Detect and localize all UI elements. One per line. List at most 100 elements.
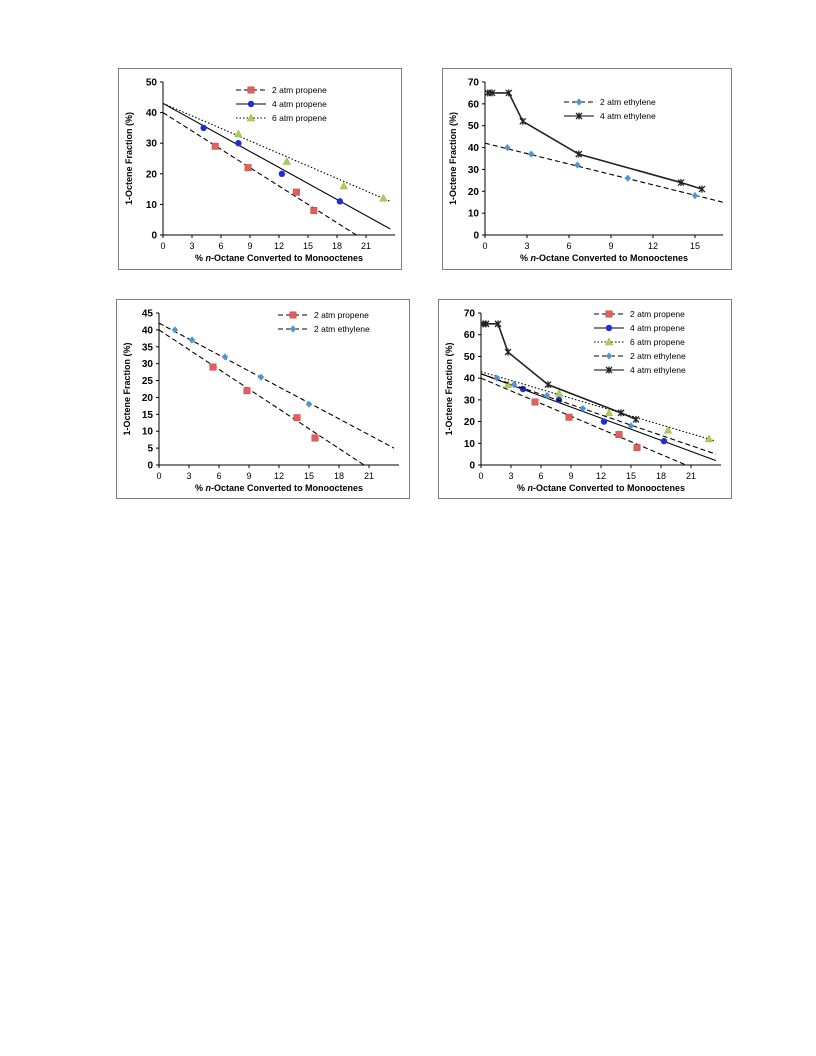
x-tick-label: 15	[626, 471, 636, 481]
y-axis-label: 1-Octene Fraction (%)	[124, 112, 134, 205]
y-tick-label: 15	[142, 410, 154, 421]
point-4-atm-ethylene	[519, 117, 527, 125]
legend-marker	[575, 112, 583, 120]
x-axis-label-part: -Octane Converted to Monooctenes	[211, 253, 363, 263]
x-tick-label: 12	[648, 241, 658, 251]
x-axis-label-part: %	[195, 253, 206, 263]
point-2-atm-propene	[209, 363, 217, 371]
y-tick-label: 20	[468, 187, 480, 198]
y-tick-label: 50	[464, 352, 476, 363]
chart-bottom-right: 0 10 20 30 40 50 60 70 0 3 6 9 12 15 18 21% n-Octane Co…	[438, 299, 732, 499]
point-2-atm-propene	[293, 414, 301, 422]
y-tick-label: 25	[142, 376, 154, 387]
legend: 2 atm propene 4 atm propene 6 atm propene 2…	[594, 309, 686, 375]
y-tick-label: 45	[142, 309, 154, 320]
point-2-atm-ethylene	[579, 404, 587, 413]
trendline-2-atm-propene	[481, 377, 687, 465]
y-tick-label: 20	[142, 393, 154, 404]
point-4-atm-ethylene	[494, 320, 502, 328]
legend: 2 atm propene 4 atm propene 6 atm propene	[236, 85, 327, 123]
chart-frame	[118, 68, 402, 270]
x-axis-label-part: %	[517, 483, 528, 493]
legend-marker	[247, 100, 255, 108]
y-tick-label: 0	[469, 461, 475, 472]
legend-marker	[575, 98, 583, 106]
x-tick-label: 0	[156, 471, 161, 481]
y-tick-label: 10	[468, 209, 480, 220]
legend-label: 2 atm ethylene	[600, 97, 656, 107]
y-tick-label: 70	[468, 78, 480, 89]
y-tick-label: 40	[464, 374, 476, 385]
legend-marker	[605, 324, 613, 332]
point-6-atm-propene	[282, 157, 291, 165]
y-tick-label: 30	[464, 395, 476, 406]
y-tick-label: 40	[142, 325, 154, 336]
y-tick-label: 50	[146, 78, 158, 89]
point-6-atm-propene	[604, 408, 614, 417]
point-4-atm-propene	[235, 140, 242, 147]
legend-label: 6 atm propene	[630, 337, 685, 347]
y-tick-label: 10	[146, 200, 158, 211]
y-tick-label: 0	[147, 461, 153, 472]
x-tick-label: 6	[218, 241, 223, 251]
point-4-atm-propene	[278, 170, 286, 177]
point-4-atm-ethylene	[544, 381, 552, 389]
point-4-atm-propene	[336, 198, 344, 205]
y-tick-label: 20	[146, 169, 158, 180]
legend-label: 4 atm propene	[272, 99, 327, 109]
x-tick-label: 18	[332, 241, 342, 251]
y-tick-label: 35	[142, 342, 154, 353]
point-2-atm-ethylene	[188, 336, 196, 344]
x-tick-label: 18	[334, 471, 344, 481]
y-tick-label: 40	[468, 143, 480, 154]
point-6-atm-propene	[339, 181, 348, 190]
legend-label: 6 atm propene	[272, 113, 327, 123]
x-tick-label: 12	[274, 241, 284, 251]
point-4-atm-propene	[519, 385, 527, 393]
chart-panel-bottom-right: 0 10 20 30 40 50 60 70 0 3 6 9 12 15 18 21% n-Octane Co…	[438, 299, 732, 499]
x-tick-label: 15	[303, 241, 313, 251]
trendline-2-atm-propene	[159, 329, 365, 465]
point-6-atm-propene	[554, 388, 564, 397]
x-axis-label-part: -Octane Converted to Monooctenes	[533, 483, 685, 493]
point-2-atm-ethylene	[543, 391, 551, 400]
legend-marker	[605, 352, 613, 360]
point-4-atm-ethylene	[632, 415, 640, 423]
y-tick-label: 70	[464, 309, 476, 320]
y-axis-label: 1-Octene Fraction (%)	[122, 342, 132, 435]
trendline-2-atm-ethylene	[485, 142, 723, 203]
point-4-atm-ethylene	[677, 179, 685, 187]
point-6-atm-propene	[663, 425, 673, 434]
trendline-2-atm-ethylene	[481, 373, 717, 455]
y-tick-label: 30	[142, 359, 154, 370]
point-2-atm-ethylene	[691, 192, 699, 200]
point-4-atm-propene	[660, 437, 668, 445]
point-6-atm-propene	[234, 129, 243, 138]
y-tick-label: 20	[464, 417, 476, 428]
y-tick-label: 0	[473, 231, 479, 242]
point-4-atm-ethylene	[575, 150, 583, 158]
x-tick-label: 6	[538, 471, 543, 481]
point-4-atm-ethylene	[617, 409, 625, 417]
legend-label: 2 atm propene	[272, 85, 327, 95]
x-axis-label-part: n	[206, 483, 212, 493]
legend-marker	[604, 337, 614, 346]
legend-label: 4 atm ethylene	[600, 111, 656, 121]
trendline-6-atm-propene	[481, 371, 717, 442]
x-tick-label: 9	[246, 471, 251, 481]
y-tick-label: 10	[142, 427, 154, 438]
x-tick-label: 0	[482, 241, 487, 251]
y-tick-label: 0	[151, 231, 157, 242]
y-tick-label: 10	[464, 439, 476, 450]
trendline-2-atm-propene	[163, 112, 357, 235]
x-tick-label: 3	[508, 471, 513, 481]
point-2-atm-propene	[615, 431, 623, 439]
x-tick-label: 21	[686, 471, 696, 481]
point-6-atm-propene	[503, 380, 513, 388]
point-2-atm-propene	[292, 188, 300, 196]
legend-marker	[246, 113, 256, 122]
point-4-atm-ethylene	[505, 89, 513, 97]
legend-label: 2 atm propene	[630, 309, 685, 319]
point-4-atm-propene	[600, 418, 608, 425]
